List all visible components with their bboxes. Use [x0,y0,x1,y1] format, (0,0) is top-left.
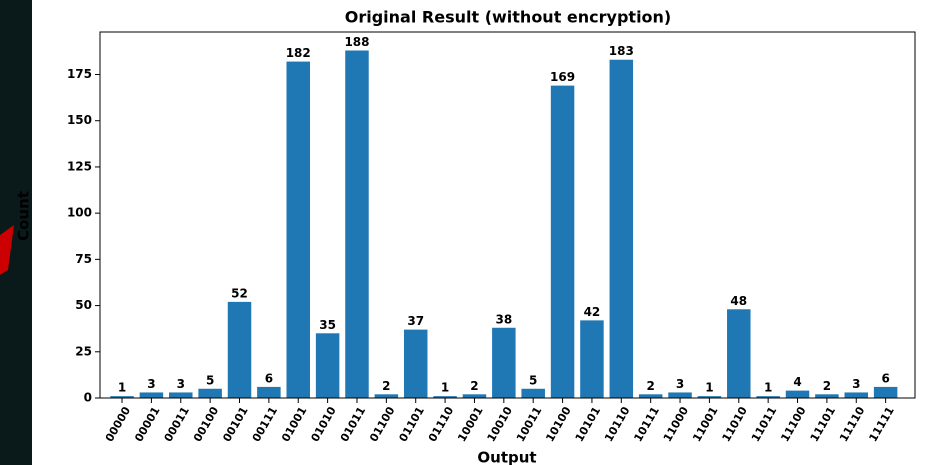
bar [815,394,839,398]
bar [550,85,575,398]
x-axis-label: Output [477,449,536,465]
y-tick-label: 150 [67,113,92,127]
data-label: 2 [470,379,478,393]
bar [227,301,252,398]
bar [756,396,780,398]
data-label: 37 [407,314,424,328]
bar [257,386,281,398]
chart-title: Original Result (without encryption) [345,8,672,27]
bar [139,392,164,398]
plot-frame [99,31,916,399]
data-label: 38 [495,312,512,326]
data-label: 5 [529,373,537,387]
y-axis-label: Count [15,191,33,241]
data-label: 1 [118,381,126,395]
bar [697,396,722,398]
data-label: 5 [206,373,214,387]
bar [580,320,604,398]
data-label: 2 [382,379,390,393]
data-label: 48 [730,294,747,308]
bar [315,333,340,398]
bar [198,388,222,398]
data-label: 3 [676,377,684,391]
data-label: 169 [550,70,575,84]
data-label: 35 [319,318,336,332]
data-label: 183 [609,44,634,58]
bar [462,394,487,398]
data-label: 1 [764,381,772,395]
data-label: 1 [705,381,713,395]
bar [727,309,751,398]
data-label: 182 [286,46,311,60]
bar [638,394,663,398]
bar [374,394,399,398]
y-tick-label: 175 [67,67,92,81]
data-label: 2 [646,379,654,393]
bar [492,327,516,398]
y-tick-label: 125 [67,159,92,173]
y-tick-label: 75 [75,252,92,266]
bar [110,396,134,398]
data-label: 42 [584,305,601,319]
bar [609,59,634,399]
data-label: 2 [823,379,831,393]
bar [668,392,692,398]
data-label: 188 [344,35,369,49]
y-tick-label: 50 [75,298,92,312]
data-label: 3 [852,377,860,391]
data-label: 1 [441,381,449,395]
bar [433,396,457,398]
bar [345,50,369,398]
data-label: 4 [793,375,801,389]
data-label: 3 [147,377,155,391]
bar [873,386,898,398]
y-tick-label: 100 [67,206,92,220]
bar [169,392,193,398]
bar [403,329,428,398]
decoration-arrow [0,225,14,275]
data-label: 3 [177,377,185,391]
data-label: 52 [231,286,248,300]
y-tick-label: 0 [84,391,92,405]
bar [785,390,810,398]
data-label: 6 [881,371,889,385]
bar [286,61,310,399]
y-tick-label: 25 [75,344,92,358]
data-label: 6 [265,371,273,385]
bar [521,388,545,398]
bar [844,392,869,398]
